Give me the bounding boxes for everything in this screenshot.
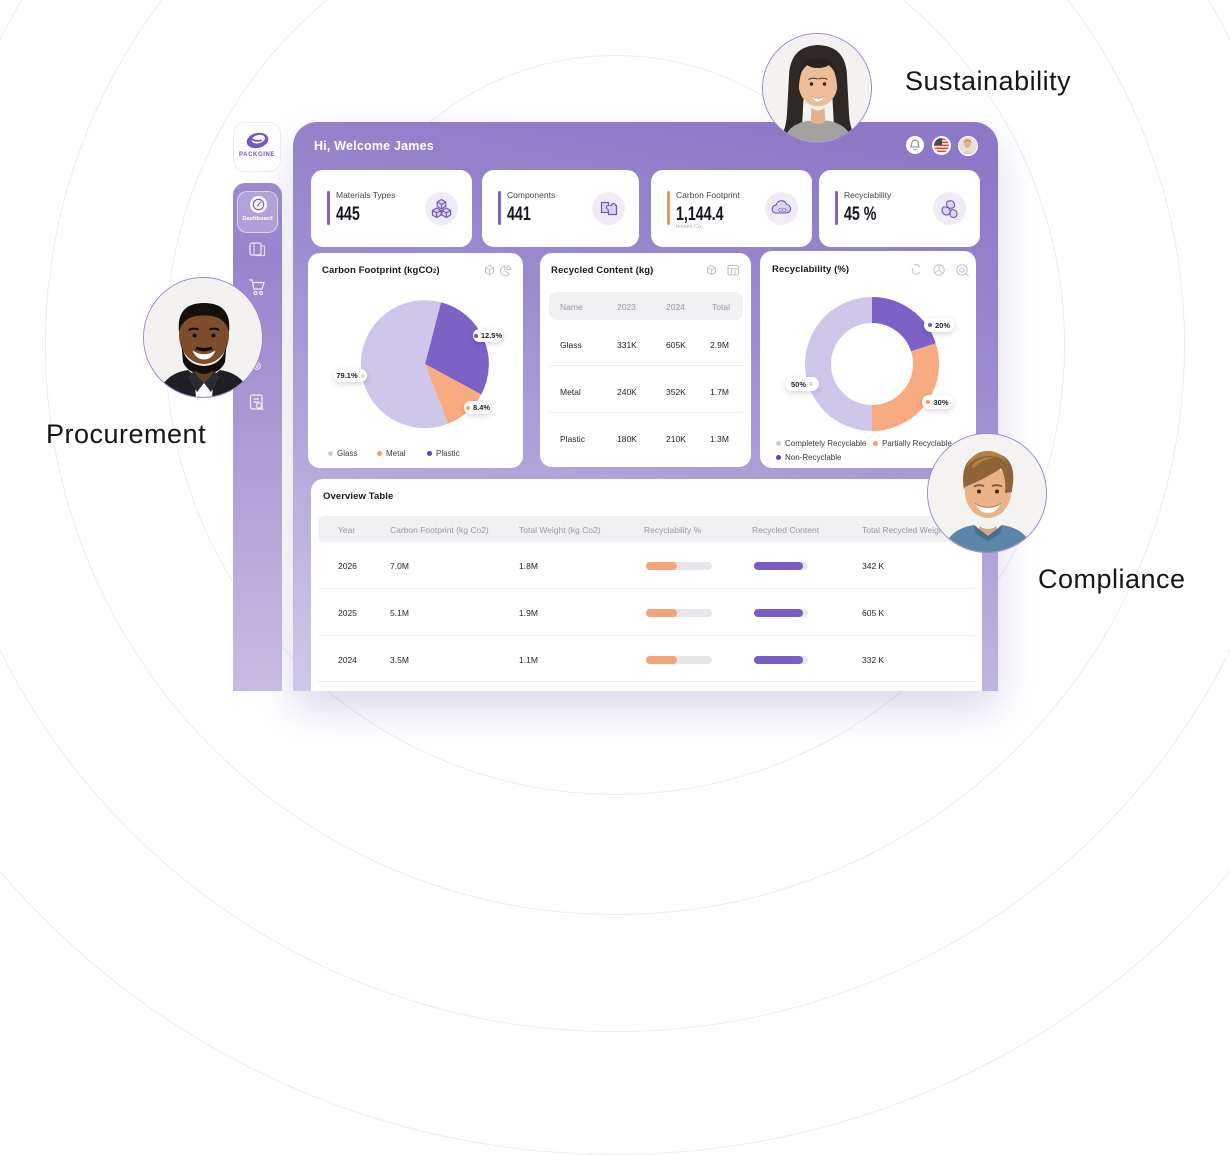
svg-text:CO₂: CO₂ bbox=[778, 208, 788, 214]
